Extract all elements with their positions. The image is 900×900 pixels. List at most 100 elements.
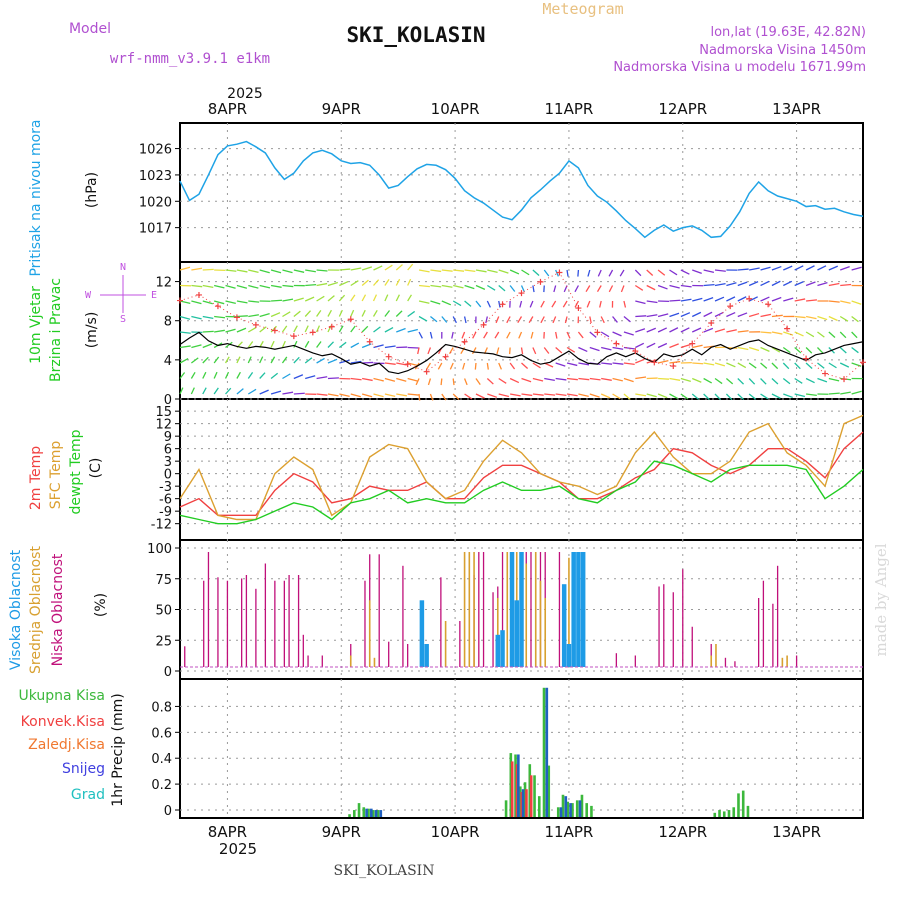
precip-bar — [514, 754, 517, 817]
wind-arrow — [521, 393, 533, 397]
wind-arrow — [612, 346, 624, 350]
wind-arrow — [646, 393, 657, 398]
wind-arrow — [620, 285, 625, 293]
wind-arrow — [483, 331, 488, 339]
precip-bar — [564, 796, 568, 817]
wind-arrow — [498, 393, 510, 398]
precip-snow-label: Snijeg — [62, 761, 105, 777]
cloud-bar — [544, 598, 547, 667]
wind-arrow — [486, 300, 491, 308]
bottom-year-label: 2025 — [219, 840, 257, 858]
precipitation-ytick-label: 0.2 — [151, 778, 172, 793]
wind-arrow — [646, 269, 654, 277]
wind-gust-point — [518, 290, 525, 297]
precip-bar — [370, 808, 373, 817]
wind-arrow — [532, 362, 541, 369]
wind-arrow — [703, 393, 710, 401]
top-day-label: 12APR — [658, 100, 707, 118]
wind-arrow — [669, 284, 680, 289]
wind-arrow — [304, 357, 313, 364]
wind-arrow — [464, 300, 472, 307]
wind-arrow — [498, 377, 507, 384]
wind-arrow — [737, 268, 749, 271]
wind-arrow — [596, 285, 602, 293]
wind-arrow — [680, 312, 691, 318]
cloud-bar — [795, 655, 798, 667]
wind-arrow — [496, 347, 500, 355]
wind-arrow — [623, 315, 631, 323]
wind-arrow — [361, 309, 366, 317]
wind-arrow — [840, 283, 852, 287]
wind-arrow — [521, 362, 529, 369]
wind-arrow — [509, 269, 520, 275]
wind-arrow — [259, 389, 269, 395]
wind-arrow — [528, 316, 534, 324]
wind-arrow — [578, 393, 589, 397]
wind-gust-point — [233, 314, 240, 321]
wind-arrow — [384, 310, 391, 317]
wind-arrow — [509, 285, 516, 292]
wind-arrow — [270, 284, 282, 288]
cloud-bar — [264, 563, 267, 667]
wind-arrow — [680, 343, 691, 349]
wind-arrow — [783, 297, 794, 302]
wind-arrow — [350, 309, 355, 317]
wind-arrow — [190, 387, 195, 395]
wind-gust-point — [252, 321, 259, 328]
wind-gust-point — [177, 297, 183, 304]
precip-bar — [746, 805, 750, 817]
wind-arrow — [806, 393, 817, 397]
wind-arrow — [338, 325, 344, 333]
wind-gust-point — [366, 338, 373, 345]
wind-arrow — [179, 300, 191, 304]
wind-arrow — [564, 316, 568, 324]
wind-arrow — [737, 393, 745, 401]
wind-arrow — [350, 393, 361, 398]
cloud-bar — [506, 552, 509, 667]
precip-bar — [365, 808, 368, 817]
temp-2m-label: 2m Temp — [28, 446, 44, 510]
wind-arrow — [692, 362, 704, 365]
wind-arrow — [472, 331, 477, 339]
compass-north: N — [120, 262, 126, 273]
wind-arrow — [669, 360, 681, 364]
bottom-day-labels: 8APR 9APR 10APR 11APR 12APR 13APR — [208, 823, 821, 841]
wind-arrow — [179, 331, 191, 334]
wind-arrow — [395, 278, 401, 286]
wind-arrow — [475, 284, 486, 290]
cloud-bar — [530, 552, 532, 667]
wind-ytick-label: 8 — [164, 315, 172, 330]
wind-arrow — [441, 316, 448, 323]
wind-arrow — [225, 269, 237, 272]
cloud-bar — [715, 644, 717, 667]
wind-arrow — [608, 269, 614, 277]
precip-bar — [571, 803, 574, 817]
top-day-label: 11APR — [545, 100, 594, 118]
wind-arrow — [703, 269, 715, 274]
precip-bar — [542, 687, 546, 817]
wind-arrow — [452, 316, 457, 324]
cloud-bar — [407, 644, 409, 667]
wind-arrow — [657, 342, 668, 349]
wind-arrow — [440, 378, 443, 386]
wind-arrow — [646, 327, 657, 333]
wind-arrow — [771, 280, 781, 287]
wind-arrow — [691, 393, 700, 400]
chart-data-layer — [177, 140, 866, 817]
wind-arrow — [737, 330, 749, 333]
wind-arrow — [259, 269, 270, 274]
wind-arrow — [316, 295, 325, 302]
wind-arrow — [373, 326, 381, 333]
wind-arrow — [224, 371, 230, 379]
wind-arrow — [566, 331, 571, 339]
wind-arrow — [430, 284, 442, 288]
wind-arrow — [646, 342, 656, 349]
wind-arrow — [518, 331, 523, 339]
precip-hail-label: Grad — [71, 787, 105, 803]
precip-bar — [510, 761, 514, 817]
top-day-label: 13APR — [772, 100, 821, 118]
temp-unit: (C) — [88, 458, 104, 479]
wind-arrow — [316, 282, 328, 287]
cloud-bar — [781, 657, 784, 667]
wind-arrow — [327, 295, 335, 302]
